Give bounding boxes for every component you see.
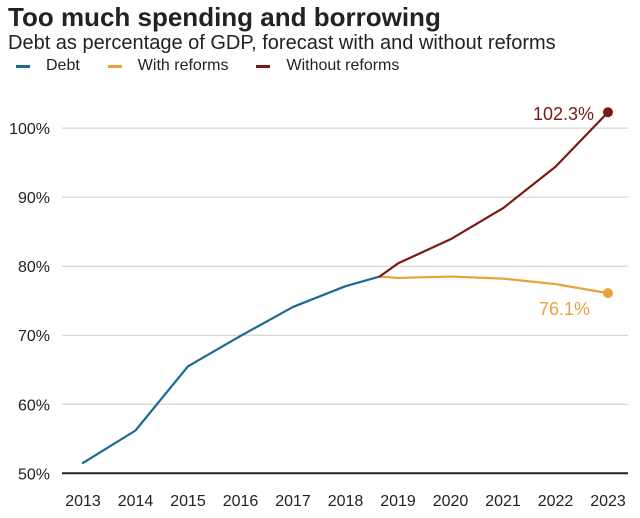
x-tick-label-2020: 2020 bbox=[433, 493, 469, 510]
end-label-without-reforms: 102.3% bbox=[533, 104, 594, 124]
legend-item-debt: Debt bbox=[16, 57, 80, 75]
legend-swatch-without-reforms bbox=[256, 64, 271, 68]
gridlines bbox=[62, 127, 628, 475]
legend-item-without-reforms: Without reforms bbox=[256, 57, 399, 75]
x-tick-label-2017: 2017 bbox=[275, 493, 311, 510]
series-line-without-reforms bbox=[378, 111, 610, 278]
series-markers: 76.1% 102.3% bbox=[533, 104, 613, 319]
end-label-with-reforms: 76.1% bbox=[539, 299, 590, 319]
x-tick-label-2022: 2022 bbox=[538, 493, 574, 510]
x-tick-label-2019: 2019 bbox=[380, 493, 416, 510]
x-tick-label-2016: 2016 bbox=[223, 493, 259, 510]
legend: Debt With reforms Without reforms bbox=[8, 56, 399, 76]
legend-label-without-reforms: Without reforms bbox=[286, 57, 400, 74]
x-tick-label-2018: 2018 bbox=[328, 493, 364, 510]
series-line-debt bbox=[81, 275, 381, 465]
x-tick-label-2014: 2014 bbox=[118, 493, 154, 510]
y-tick-label-50: 50% bbox=[18, 466, 50, 483]
legend-swatch-debt bbox=[16, 64, 30, 68]
series-line-with-reforms bbox=[378, 275, 610, 295]
x-tick-label-2015: 2015 bbox=[170, 493, 206, 510]
y-tick-label-80: 80% bbox=[18, 259, 50, 276]
legend-label-debt: Debt bbox=[46, 57, 80, 74]
y-tick-label-100: 100% bbox=[9, 121, 50, 138]
y-tick-label-70: 70% bbox=[18, 328, 50, 345]
x-tick-label-2023: 2023 bbox=[590, 493, 626, 510]
legend-item-with-reforms: With reforms bbox=[107, 57, 229, 75]
x-tick-label-2013: 2013 bbox=[65, 493, 101, 510]
legend-swatch-with-reforms bbox=[107, 64, 122, 68]
x-axis-ticks: 2013 2014 2015 2016 2017 2018 2019 2020 2021 2022… bbox=[65, 493, 626, 510]
x-tick-label-2021: 2021 bbox=[485, 493, 521, 510]
end-marker-without-reforms bbox=[603, 107, 613, 118]
y-axis-ticks: 50% 60% 70% 80% 90% 100% bbox=[9, 121, 50, 483]
series-lines bbox=[81, 111, 610, 465]
y-tick-label-90: 90% bbox=[18, 190, 50, 207]
end-marker-with-reforms bbox=[603, 288, 613, 299]
legend-label-with-reforms: With reforms bbox=[137, 57, 229, 74]
y-tick-label-60: 60% bbox=[18, 397, 50, 414]
chart-subtitle: Debt as percentage of GDP, forecast with… bbox=[8, 32, 556, 54]
chart-title: Too much spending and borrowing bbox=[8, 2, 441, 32]
